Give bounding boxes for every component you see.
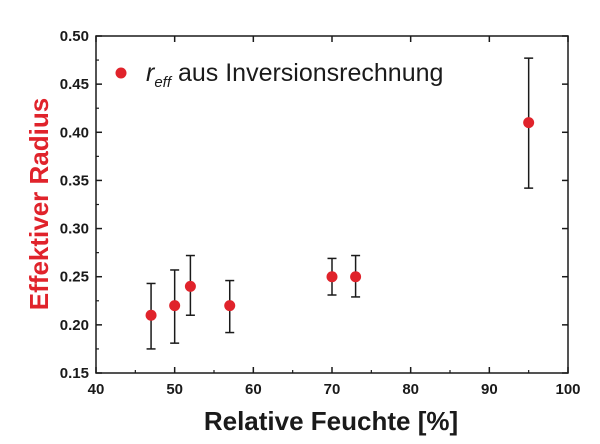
y-tick-label: 0.25 (60, 269, 89, 286)
y-ticks-group: 0.15 0.20 0.25 0.30 0.35 0.40 0.45 0.50 (60, 28, 568, 382)
data-point (326, 271, 338, 283)
y-tick-label: 0.20 (60, 317, 89, 334)
x-tick-label: 40 (88, 381, 105, 398)
x-tick-label: 70 (324, 381, 341, 398)
y-tick-label: 0.50 (60, 28, 89, 45)
x-tick-label: 100 (555, 381, 580, 398)
data-point (145, 309, 157, 321)
y-tick-label: 0.45 (60, 76, 89, 93)
legend-label: reff aus Inversionsrechnung (146, 59, 443, 91)
x-tick-label: 60 (245, 381, 262, 398)
y-tick-label: 0.35 (60, 172, 89, 189)
data-point (184, 280, 196, 292)
y-tick-label: 0.30 (60, 221, 89, 238)
error-bars-group (146, 57, 534, 350)
y-tick-label: 0.40 (60, 124, 89, 141)
x-tick-label: 90 (481, 381, 498, 398)
legend-subscript: eff (154, 74, 173, 91)
legend-text: aus Inversionsrechnung (171, 59, 443, 87)
data-point (224, 300, 236, 312)
legend-symbol: r (146, 59, 156, 87)
x-ticks-group: 40 50 60 70 80 90 100 (88, 36, 581, 398)
x-axis-label: Relative Feuchte [%] (204, 406, 458, 436)
data-point (523, 117, 535, 129)
y-axis-label: Effektiver Radius (24, 98, 54, 310)
data-point (169, 300, 181, 312)
data-point (350, 271, 362, 283)
x-tick-label: 80 (402, 381, 419, 398)
y-tick-label: 0.15 (60, 365, 89, 382)
legend: reff aus Inversionsrechnung (115, 59, 443, 91)
data-points-group (145, 117, 535, 321)
x-tick-label: 50 (166, 381, 183, 398)
legend-marker (115, 67, 127, 79)
